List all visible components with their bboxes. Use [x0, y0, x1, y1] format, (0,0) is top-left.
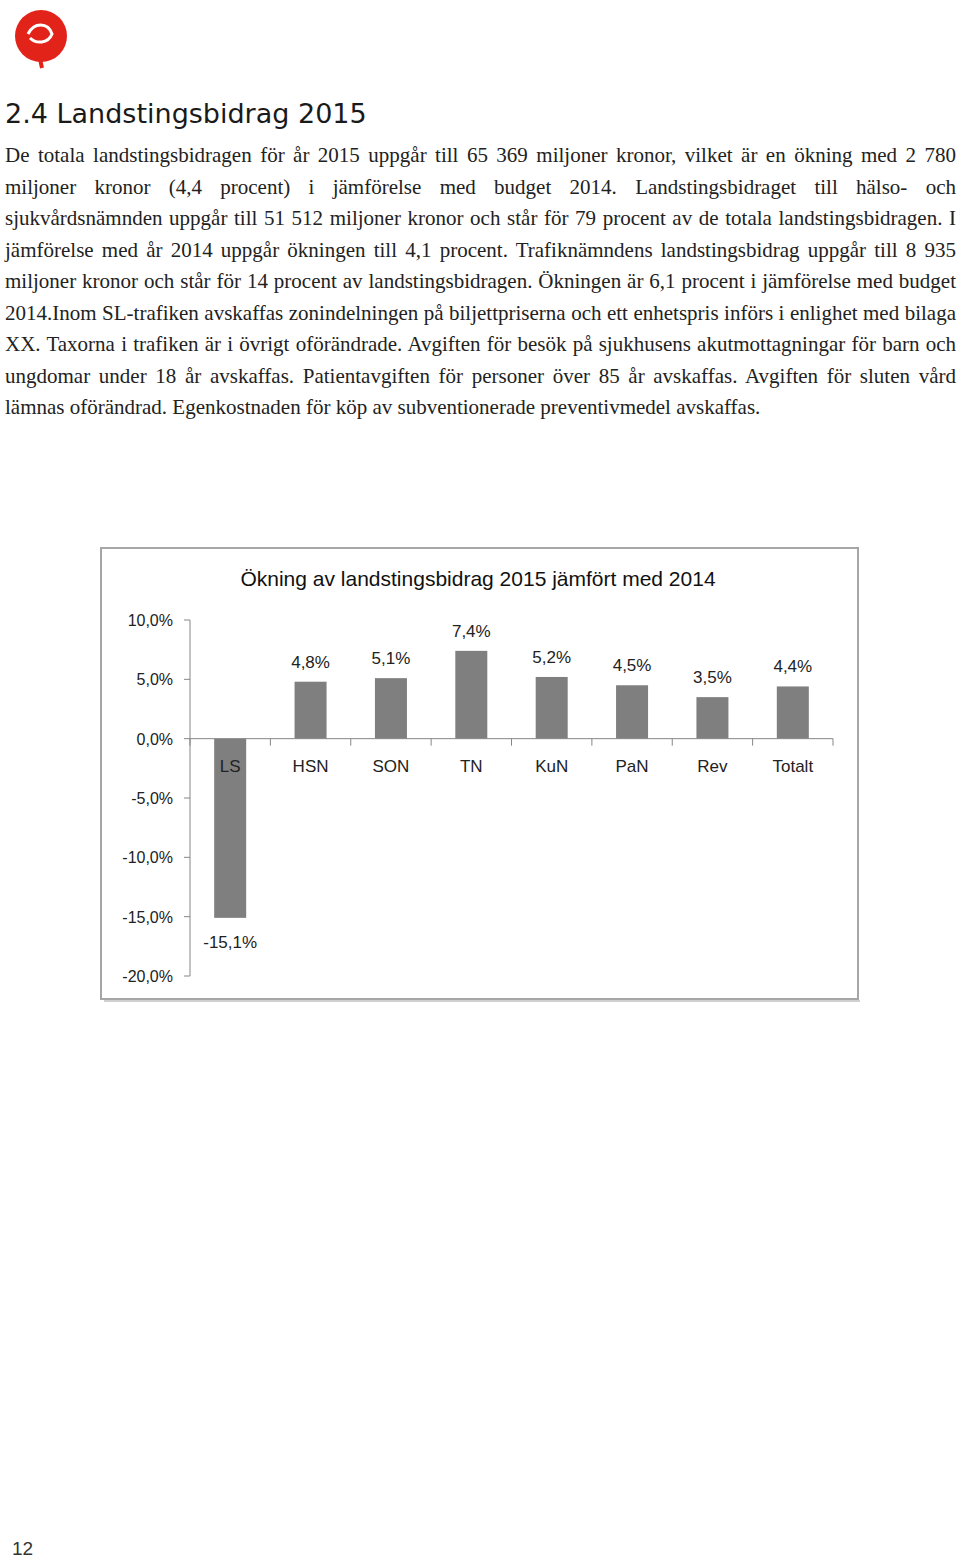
x-tick: [672, 739, 673, 746]
y-tick: [184, 976, 190, 977]
y-tick-label: -10,0%: [122, 849, 173, 866]
data-label: 4,8%: [291, 653, 330, 672]
logo-rose: [15, 10, 67, 62]
y-tick-label: 0,0%: [137, 731, 173, 748]
category-label: PaN: [616, 757, 649, 776]
y-tick: [184, 738, 190, 739]
x-tick: [190, 739, 191, 746]
y-tick: [184, 798, 190, 799]
chart-title: Ökning av landstingsbidrag 2015 jämfört …: [240, 567, 715, 590]
paragraph: De totala landstingsbidragen för år 2015…: [5, 140, 956, 424]
y-tick-label: 10,0%: [128, 612, 173, 629]
bar: [455, 651, 487, 739]
category-label: LS: [220, 757, 241, 776]
data-label: 4,4%: [773, 657, 812, 676]
y-tick: [184, 620, 190, 621]
x-tick: [431, 739, 432, 746]
bar: [214, 739, 246, 918]
y-tick-label: -15,0%: [122, 909, 173, 926]
x-tick: [350, 739, 351, 746]
bar: [616, 685, 648, 738]
data-label: 3,5%: [693, 668, 732, 687]
data-label: -15,1%: [203, 933, 257, 952]
bars: [214, 651, 809, 918]
heading: 2.4 Landstingsbidrag 2015: [5, 98, 367, 129]
category-label: KuN: [535, 757, 568, 776]
page-number: 12: [12, 1538, 33, 1560]
y-tick-label: -20,0%: [122, 968, 173, 985]
bar: [295, 682, 327, 739]
y-tick-label: 5,0%: [137, 671, 173, 688]
data-label: 5,1%: [372, 649, 411, 668]
logo-petal: [28, 25, 52, 42]
frame-shadow: [104, 1000, 860, 1002]
category-label: TN: [460, 757, 483, 776]
bar: [777, 686, 809, 738]
y-tick: [184, 857, 190, 858]
y-tick-label: -5,0%: [131, 790, 173, 807]
category-label: SON: [373, 757, 410, 776]
chart-frame: [101, 548, 858, 999]
category-label: Rev: [697, 757, 728, 776]
y-tick: [184, 679, 190, 680]
bar: [375, 678, 407, 739]
x-tick: [833, 739, 834, 746]
y-tick: [184, 916, 190, 917]
data-label: 4,5%: [613, 656, 652, 675]
x-tick: [591, 739, 592, 746]
bar: [696, 697, 728, 739]
bar: [536, 677, 568, 739]
data-label: 7,4%: [452, 622, 491, 641]
x-tick: [511, 739, 512, 746]
category-label: Totalt: [772, 757, 813, 776]
x-tick: [752, 739, 753, 746]
x-tick: [270, 739, 271, 746]
category-label: HSN: [293, 757, 329, 776]
logo-stem: [38, 50, 42, 68]
data-label: 5,2%: [532, 648, 571, 667]
chart: Ökning av landstingsbidrag 2015 jämfört …: [0, 0, 960, 1561]
logo: [8, 4, 78, 74]
